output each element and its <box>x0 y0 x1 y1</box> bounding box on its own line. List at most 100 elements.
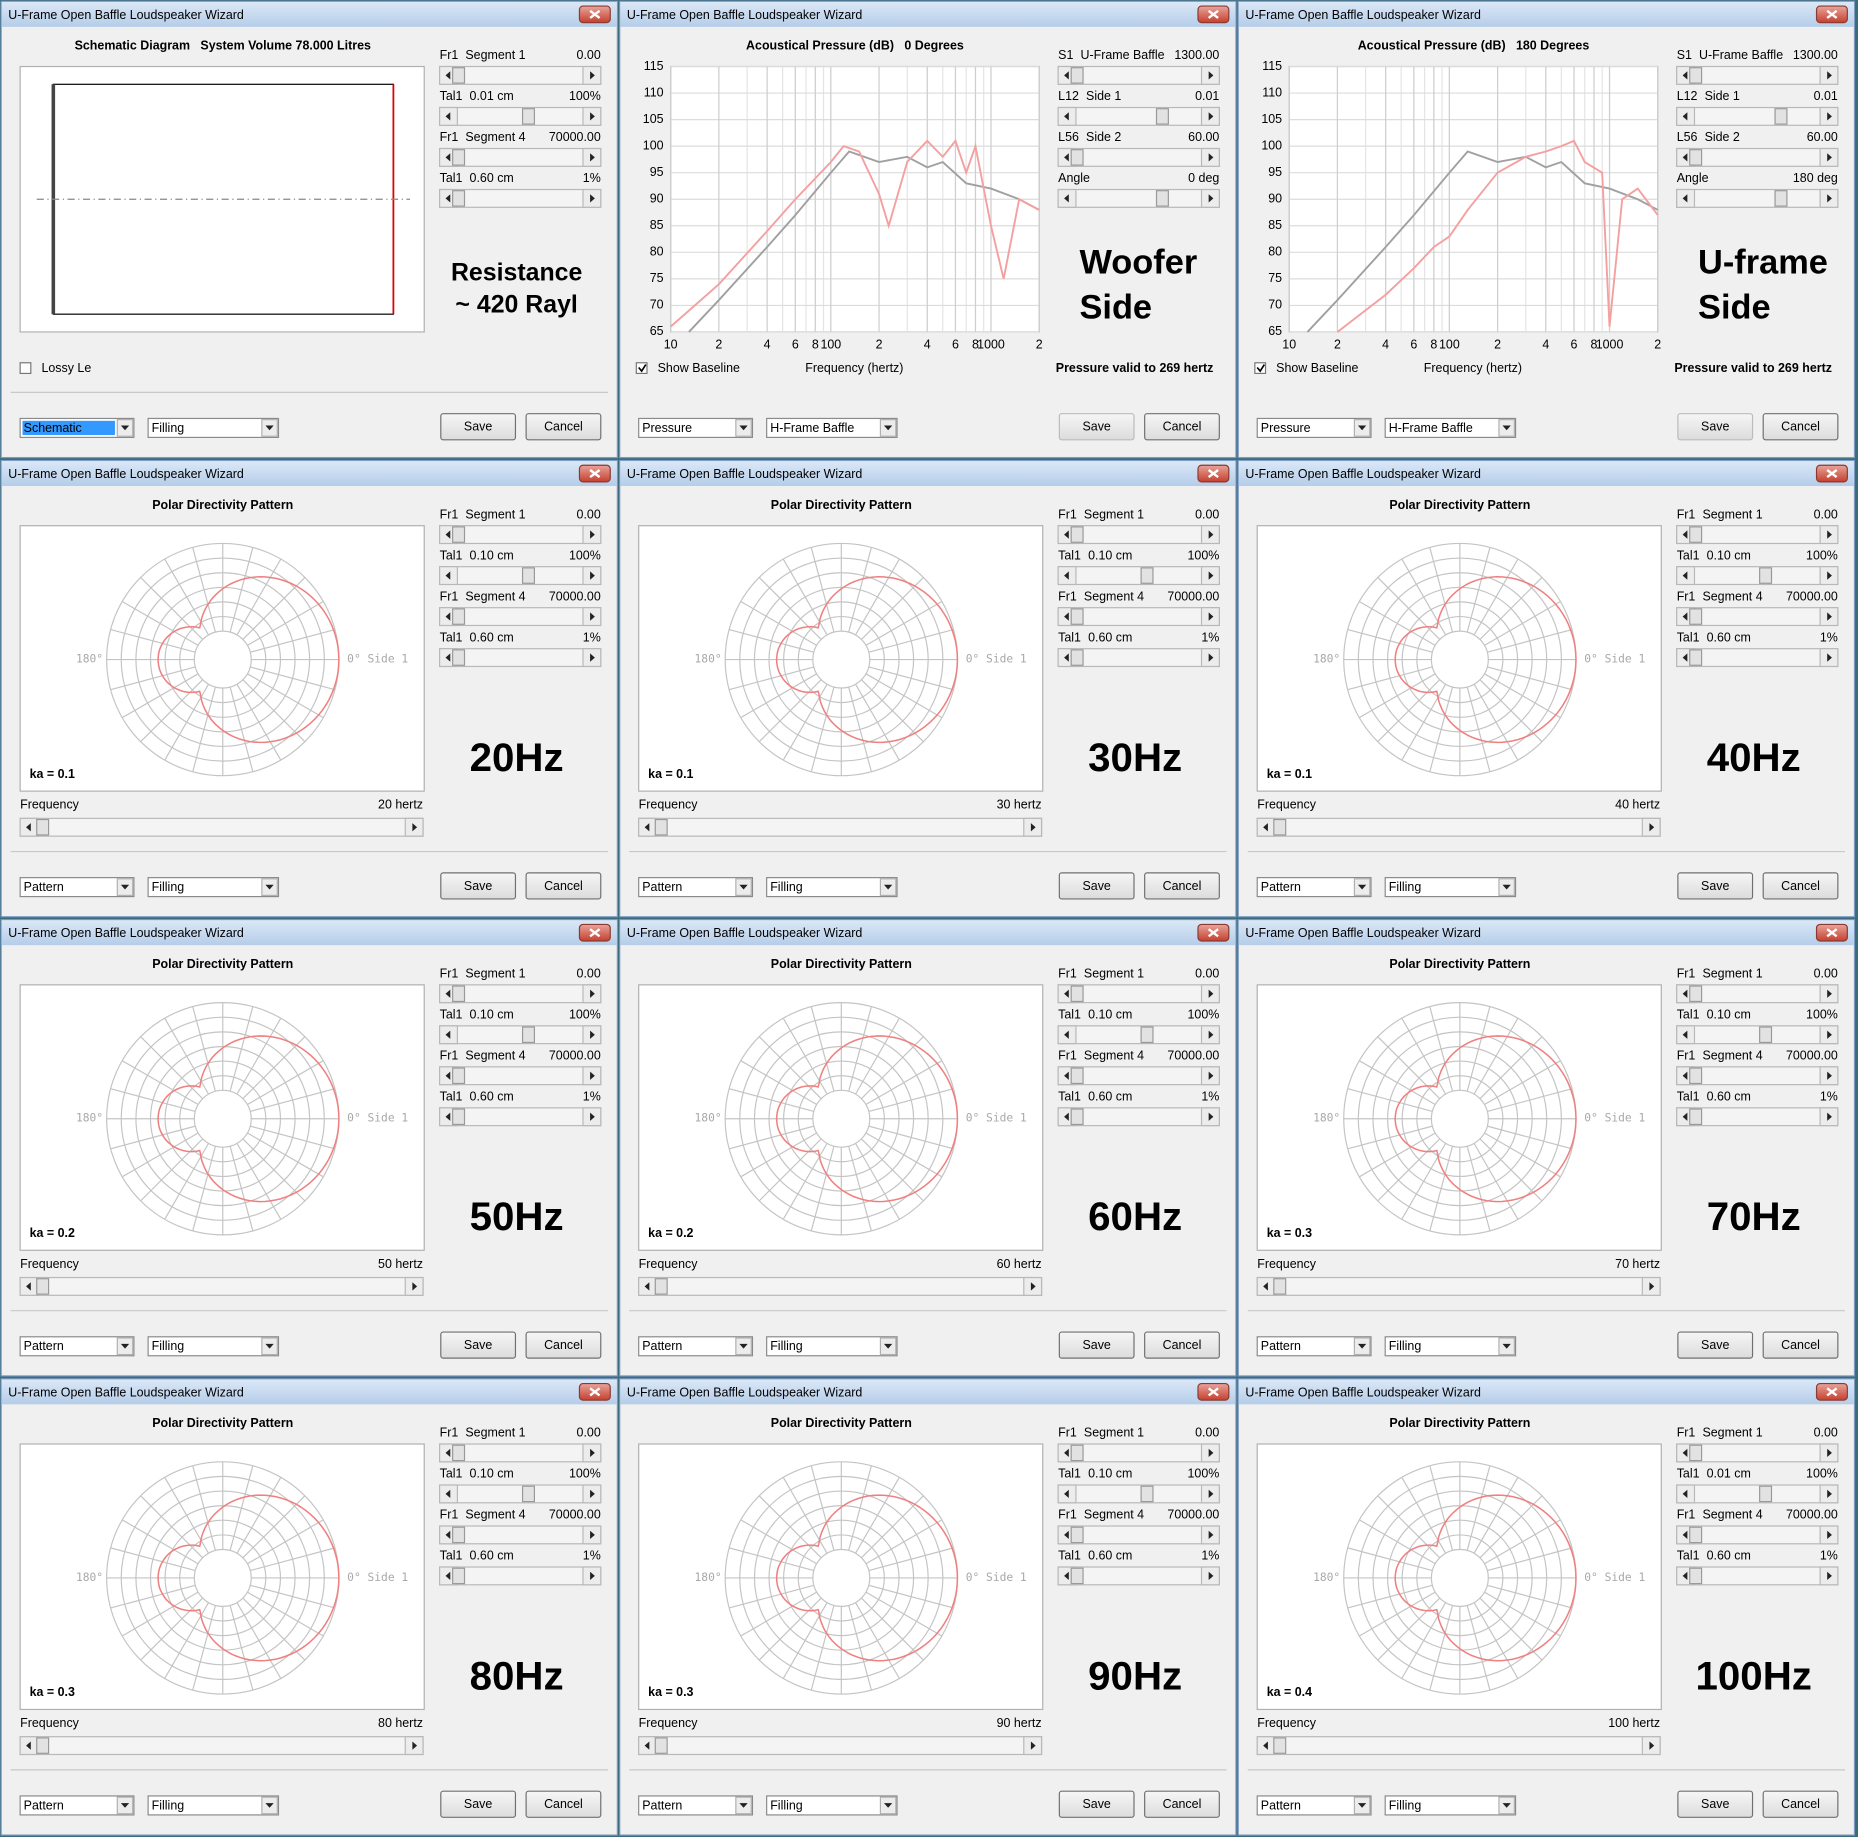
button[interactable] <box>1144 1331 1220 1359</box>
scrollbar[interactable] <box>439 1566 602 1586</box>
checkbox[interactable] <box>1254 362 1267 375</box>
scrollbar[interactable] <box>1057 1107 1220 1127</box>
dropdown[interactable] <box>638 1336 754 1357</box>
scroll-thumb[interactable] <box>1759 1485 1773 1503</box>
scrollbar[interactable] <box>439 566 602 586</box>
scrollbar[interactable] <box>1057 648 1220 668</box>
scrollbar[interactable] <box>1057 525 1220 545</box>
button[interactable] <box>1762 413 1839 441</box>
dropdown[interactable] <box>1256 1795 1372 1816</box>
scroll-thumb[interactable] <box>452 1067 466 1085</box>
scroll-thumb[interactable] <box>521 1026 536 1044</box>
scrollbar[interactable] <box>1676 1443 1839 1463</box>
scrollbar[interactable] <box>1676 525 1839 545</box>
scrollbar[interactable] <box>1057 1025 1220 1045</box>
scrollbar[interactable] <box>1057 65 1220 85</box>
scroll-thumb[interactable] <box>1140 1026 1154 1044</box>
scroll-thumb[interactable] <box>452 1108 466 1126</box>
button[interactable] <box>1058 413 1135 441</box>
scroll-thumb[interactable] <box>1689 67 1703 84</box>
dropdown[interactable] <box>19 877 135 898</box>
dropdown[interactable] <box>19 1336 135 1357</box>
scroll-thumb[interactable] <box>452 985 466 1003</box>
scroll-thumb[interactable] <box>1774 190 1788 207</box>
scrollbar[interactable] <box>1057 607 1220 627</box>
dropdown[interactable] <box>638 877 754 898</box>
scroll-thumb[interactable] <box>452 1567 466 1585</box>
scroll-thumb[interactable] <box>1689 526 1703 543</box>
button[interactable] <box>1762 872 1839 900</box>
dropdown[interactable] <box>147 1336 280 1357</box>
scroll-thumb[interactable] <box>452 1444 466 1462</box>
dropdown[interactable] <box>19 1795 135 1816</box>
dropdown[interactable] <box>147 1795 280 1816</box>
scroll-thumb[interactable] <box>452 190 466 207</box>
scrollbar[interactable] <box>1676 65 1839 85</box>
scrollbar[interactable] <box>439 648 602 668</box>
scroll-thumb[interactable] <box>1774 108 1788 125</box>
scroll-thumb[interactable] <box>1273 1278 1287 1295</box>
scrollbar[interactable] <box>1057 984 1220 1004</box>
scroll-thumb[interactable] <box>452 67 466 84</box>
scrollbar[interactable] <box>1676 984 1839 1004</box>
scroll-thumb[interactable] <box>1759 1026 1773 1044</box>
scrollbar[interactable] <box>1057 188 1220 208</box>
scroll-thumb[interactable] <box>1140 1485 1154 1503</box>
button[interactable] <box>1677 1331 1754 1359</box>
scroll-thumb[interactable] <box>1070 608 1084 625</box>
button[interactable] <box>525 1790 602 1818</box>
scroll-thumb[interactable] <box>521 1485 536 1503</box>
button[interactable] <box>1762 1331 1839 1359</box>
scroll-thumb[interactable] <box>1070 1526 1084 1544</box>
scroll-thumb[interactable] <box>36 1737 50 1754</box>
scrollbar[interactable] <box>439 188 602 208</box>
scrollbar[interactable] <box>439 1025 602 1045</box>
scrollbar[interactable] <box>1676 1525 1839 1545</box>
scroll-thumb[interactable] <box>452 149 466 166</box>
scrollbar[interactable] <box>439 1484 602 1504</box>
scrollbar[interactable] <box>1256 1276 1661 1296</box>
scrollbar[interactable] <box>1676 1484 1839 1504</box>
button[interactable] <box>1058 1331 1135 1359</box>
button[interactable] <box>1762 1790 1839 1818</box>
scrollbar[interactable] <box>19 817 424 837</box>
scrollbar[interactable] <box>439 65 602 85</box>
scrollbar[interactable] <box>1676 1107 1839 1127</box>
scroll-thumb[interactable] <box>1689 149 1703 166</box>
scroll-thumb[interactable] <box>36 818 50 836</box>
scrollbar[interactable] <box>1057 1566 1220 1586</box>
scroll-thumb[interactable] <box>452 608 466 625</box>
scrollbar[interactable] <box>1676 1566 1839 1586</box>
scrollbar[interactable] <box>439 1525 602 1545</box>
button[interactable] <box>440 413 517 441</box>
scroll-thumb[interactable] <box>1273 1737 1287 1754</box>
scrollbar[interactable] <box>19 1736 424 1756</box>
scroll-thumb[interactable] <box>1689 985 1703 1003</box>
scrollbar[interactable] <box>1676 566 1839 586</box>
dropdown[interactable] <box>766 1795 898 1816</box>
scroll-thumb[interactable] <box>1689 1444 1703 1462</box>
scrollbar[interactable] <box>439 607 602 627</box>
dropdown[interactable] <box>1256 417 1372 439</box>
button[interactable] <box>525 413 602 441</box>
button[interactable] <box>525 1331 602 1359</box>
dropdown[interactable] <box>147 877 280 898</box>
scrollbar[interactable] <box>1057 106 1220 126</box>
button[interactable] <box>440 1790 517 1818</box>
button[interactable] <box>1144 413 1220 441</box>
dropdown[interactable] <box>1256 877 1372 898</box>
scroll-thumb[interactable] <box>1140 567 1154 584</box>
dropdown[interactable] <box>147 417 280 439</box>
scrollbar[interactable] <box>19 1276 424 1296</box>
dropdown[interactable] <box>766 417 898 439</box>
scrollbar[interactable] <box>439 147 602 167</box>
button[interactable] <box>1677 1790 1754 1818</box>
button[interactable] <box>440 872 517 900</box>
scroll-thumb[interactable] <box>1070 526 1084 543</box>
scroll-thumb[interactable] <box>1070 1067 1084 1085</box>
scroll-thumb[interactable] <box>1689 1526 1703 1544</box>
dropdown[interactable] <box>766 877 898 898</box>
button[interactable] <box>1144 872 1220 900</box>
scrollbar[interactable] <box>439 984 602 1004</box>
scroll-thumb[interactable] <box>1689 649 1703 666</box>
